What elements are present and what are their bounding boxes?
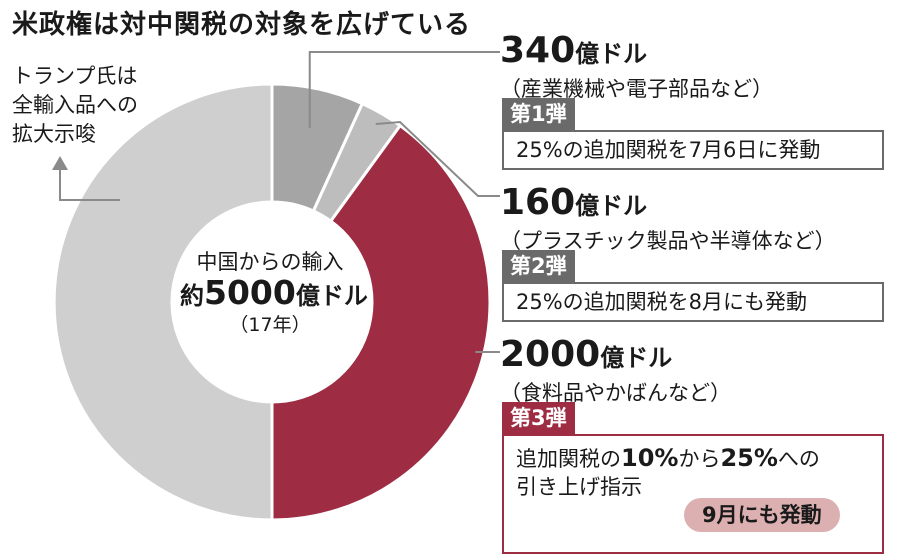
phase3-amount: 2000億ドル: [500, 334, 731, 379]
side-note: トランプ氏は 全輸入品への 拡大示唆: [12, 62, 162, 149]
center-total-value: 5000: [204, 273, 296, 312]
phase3-box-line1: 追加関税の10%から25%への: [516, 444, 870, 473]
phase3-box: 追加関税の10%から25%への 引き上げ指示 9月にも発動: [502, 434, 884, 554]
side-note-line: トランプ氏は: [12, 64, 138, 88]
center-total-unit: 億ドル: [295, 282, 368, 310]
annotation-phase2: 160億ドル （プラスチック製品や半導体など）: [500, 182, 836, 255]
center-total-prefix: 約: [180, 282, 204, 310]
center-label-year: （17年）: [229, 314, 311, 336]
slice-remaining: [52, 82, 274, 522]
phase1-description: （産業機械や電子部品など）: [500, 77, 773, 101]
center-label-total: 約5000億ドル: [180, 273, 368, 313]
phase3-amount-value: 2000: [500, 334, 601, 375]
phase1-amount: 340億ドル: [500, 30, 773, 75]
phase2-badge: 第2弾: [502, 250, 575, 282]
phase3-description: （食料品やかばんなど）: [500, 381, 731, 405]
phase3-box-text: から: [678, 447, 721, 471]
phase3-start-pill: 9月にも発動: [684, 498, 840, 532]
phase1-amount-value: 340: [500, 30, 576, 71]
phase2-description: （プラスチック製品や半導体など）: [500, 229, 836, 253]
phase3-box-text: への: [777, 447, 820, 471]
phase2-amount-value: 160: [500, 182, 576, 223]
phase2-box: 25%の追加関税を8月にも発動: [502, 282, 884, 322]
annotation-phase3: 2000億ドル （食料品やかばんなど）: [500, 334, 731, 407]
phase3-box-rate-to: 25%: [720, 444, 778, 472]
leader-line-phase2: [375, 120, 500, 197]
side-note-line: 全輸入品への: [12, 93, 138, 117]
center-label: 中国からの輸入 約5000億ドル （17年）: [180, 248, 368, 337]
phase3-amount-unit: 億ドル: [600, 344, 673, 372]
chart-title: 米政権は対中関税の対象を広げている: [12, 10, 472, 40]
phase2-amount: 160億ドル: [500, 182, 836, 227]
leader-line-phase1: [308, 51, 500, 129]
phase3-badge: 第3弾: [502, 402, 575, 434]
side-note-arrow: [59, 168, 120, 201]
phase1-badge: 第1弾: [502, 98, 575, 130]
donut-chart: [52, 51, 500, 522]
phase3-box-rate-from: 10%: [621, 444, 679, 472]
slice-phase3: [270, 123, 492, 522]
phase3-box-line2: 引き上げ指示: [516, 475, 642, 499]
phase3-box-text: 追加関税の: [516, 447, 621, 471]
annotation-phase1: 340億ドル （産業機械や電子部品など）: [500, 30, 773, 103]
side-note-line: 拡大示唆: [12, 122, 96, 146]
phase2-amount-unit: 億ドル: [575, 192, 648, 220]
center-label-line1: 中国からの輸入: [196, 250, 344, 274]
phase1-box: 25%の追加関税を7月6日に発動: [502, 130, 884, 170]
arrow-up-icon: [52, 156, 68, 170]
phase1-amount-unit: 億ドル: [575, 40, 648, 68]
